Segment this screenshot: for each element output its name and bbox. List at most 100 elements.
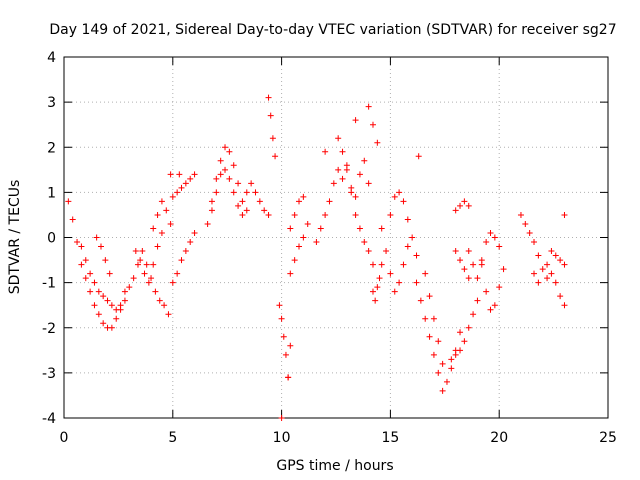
- data-point: [483, 239, 490, 246]
- data-point: [400, 198, 407, 205]
- data-point: [422, 270, 429, 277]
- data-point: [65, 198, 72, 205]
- data-point: [522, 220, 529, 227]
- data-point: [391, 288, 398, 295]
- data-point: [150, 261, 157, 268]
- x-tick-label: 15: [381, 430, 399, 446]
- data-point: [82, 275, 89, 282]
- data-point: [415, 153, 422, 160]
- y-tick-label: 3: [47, 95, 56, 111]
- data-point: [208, 198, 215, 205]
- data-point: [326, 198, 333, 205]
- data-point: [500, 266, 507, 273]
- x-tick-label: 25: [599, 430, 617, 446]
- data-point: [531, 239, 538, 246]
- data-point: [235, 202, 242, 209]
- data-point: [230, 189, 237, 196]
- data-point: [78, 243, 85, 250]
- data-point: [413, 252, 420, 259]
- data-point: [154, 211, 161, 218]
- data-point: [256, 198, 263, 205]
- data-point: [391, 193, 398, 200]
- data-point: [356, 171, 363, 178]
- data-point: [113, 315, 120, 322]
- data-points: [65, 94, 568, 421]
- data-point: [187, 239, 194, 246]
- data-point: [376, 275, 383, 282]
- y-tick-label: -1: [42, 276, 56, 292]
- data-point: [252, 189, 259, 196]
- data-point: [134, 261, 141, 268]
- data-point: [335, 166, 342, 173]
- data-point: [409, 234, 416, 241]
- data-point: [269, 135, 276, 142]
- data-point: [348, 189, 355, 196]
- data-point: [552, 279, 559, 286]
- data-point: [552, 252, 559, 259]
- data-point: [145, 279, 152, 286]
- data-point: [248, 180, 255, 187]
- data-point: [121, 297, 128, 304]
- data-point: [387, 270, 394, 277]
- chart-title: Day 149 of 2021, Sidereal Day-to-day VTE…: [49, 22, 616, 38]
- data-point: [330, 180, 337, 187]
- grid-lines: [64, 57, 608, 418]
- data-point: [491, 234, 498, 241]
- data-point: [413, 279, 420, 286]
- data-point: [465, 324, 472, 331]
- data-point: [74, 239, 81, 246]
- data-point: [141, 270, 148, 277]
- data-point: [291, 257, 298, 264]
- data-point: [483, 288, 490, 295]
- data-point: [213, 175, 220, 182]
- data-point: [470, 311, 477, 318]
- data-point: [313, 239, 320, 246]
- y-tick-label: 0: [47, 231, 56, 247]
- data-point: [226, 175, 233, 182]
- data-point: [322, 148, 329, 155]
- data-point: [557, 293, 564, 300]
- data-point: [387, 211, 394, 218]
- data-point: [374, 284, 381, 291]
- data-point: [182, 248, 189, 255]
- data-point: [396, 189, 403, 196]
- data-point: [239, 211, 246, 218]
- data-point: [108, 324, 115, 331]
- data-point: [300, 193, 307, 200]
- data-point: [222, 144, 229, 151]
- data-point: [276, 302, 283, 309]
- data-point: [102, 257, 109, 264]
- data-point: [452, 351, 459, 358]
- data-point: [239, 198, 246, 205]
- data-point: [430, 351, 437, 358]
- data-point: [100, 293, 107, 300]
- data-point: [267, 112, 274, 119]
- data-point: [426, 293, 433, 300]
- data-point: [243, 207, 250, 214]
- data-point: [291, 211, 298, 218]
- data-point: [365, 103, 372, 110]
- data-point: [95, 311, 102, 318]
- data-point: [296, 243, 303, 250]
- data-point: [139, 248, 146, 255]
- data-point: [435, 338, 442, 345]
- data-point: [296, 198, 303, 205]
- data-point: [435, 369, 442, 376]
- data-point: [287, 342, 294, 349]
- data-point: [400, 261, 407, 268]
- data-point: [317, 225, 324, 232]
- data-point: [280, 333, 287, 340]
- data-point: [561, 302, 568, 309]
- data-point: [474, 275, 481, 282]
- data-point: [230, 162, 237, 169]
- data-point: [544, 275, 551, 282]
- data-point: [461, 338, 468, 345]
- data-point: [457, 202, 464, 209]
- data-point: [439, 387, 446, 394]
- data-point: [535, 252, 542, 259]
- data-point: [461, 266, 468, 273]
- data-point: [352, 193, 359, 200]
- y-tick-label: -4: [42, 411, 56, 427]
- data-point: [167, 220, 174, 227]
